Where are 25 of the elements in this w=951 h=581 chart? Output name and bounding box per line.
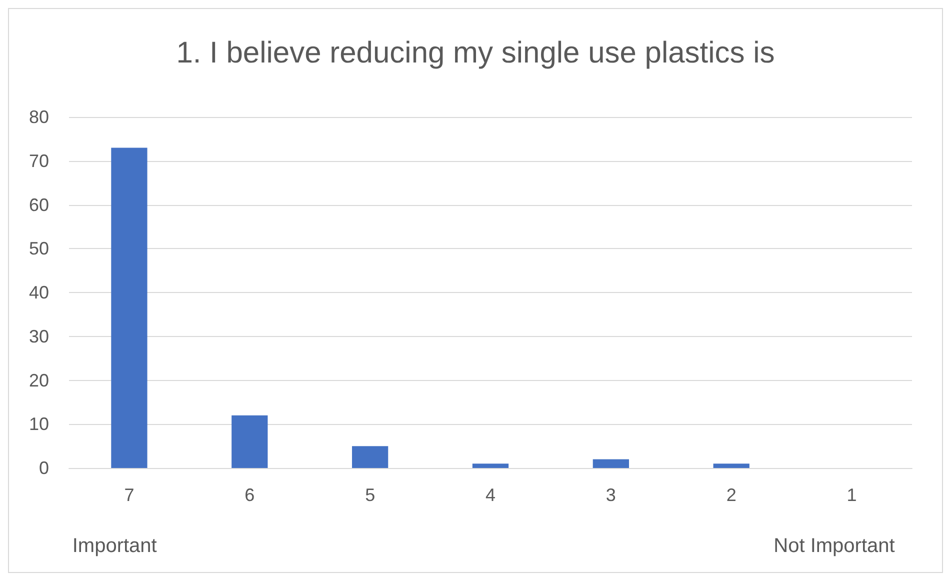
y-tick-label: 60: [28, 194, 49, 215]
y-tick-label: 20: [28, 370, 49, 390]
y-tick-label: 80: [28, 107, 49, 127]
y-tick-label: 10: [28, 414, 49, 434]
y-tick-label: 40: [28, 282, 49, 302]
bar: [111, 148, 148, 468]
bar: [352, 446, 388, 468]
x-tick-label: 5: [365, 485, 376, 505]
y-tick-label: 70: [28, 150, 49, 171]
x-tick-label: 2: [726, 485, 736, 505]
chart-title: 1. I believe reducing my single use plastics is: [176, 36, 775, 70]
bar: [472, 464, 509, 468]
x-tick-label: 3: [606, 485, 616, 505]
text: Important: [72, 535, 158, 557]
x-tick-label: 7: [124, 485, 134, 505]
y-tick-label: 30: [28, 326, 49, 346]
bar: [592, 459, 629, 468]
text: Not Important: [774, 535, 896, 557]
y-tick-label: 0: [38, 458, 49, 478]
x-tick-label: 4: [485, 485, 496, 505]
bar: [232, 415, 268, 468]
x-tick-label: 6: [244, 485, 255, 505]
x-tick-label: 1: [846, 485, 857, 505]
y-tick-label: 50: [28, 238, 49, 259]
bar: [713, 464, 750, 468]
